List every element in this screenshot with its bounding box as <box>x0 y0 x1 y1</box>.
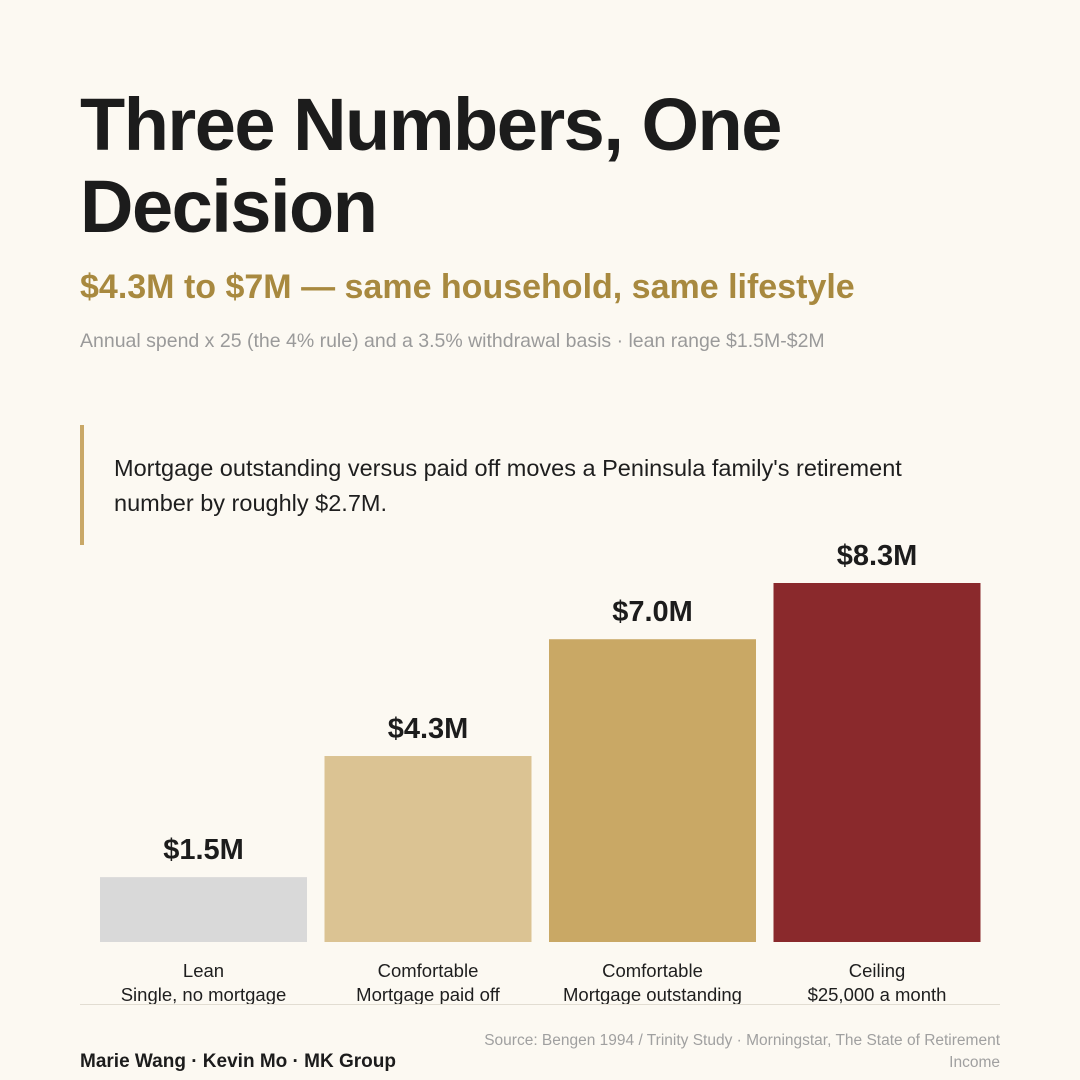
category-label-1-line-1: Lean <box>183 960 224 981</box>
chart-baseline <box>80 1004 1000 1005</box>
author-credit: Marie Wang · Kevin Mo · MK Group <box>80 1051 396 1072</box>
methodology-note: Annual spend x 25 (the 4% rule) and a 3.… <box>80 330 825 352</box>
category-label-1-line-2: Single, no mortgage <box>121 984 287 1005</box>
bar-3 <box>549 639 756 942</box>
bar-1 <box>100 877 307 942</box>
subtitle: $4.3M to $7M — same household, same life… <box>80 268 855 306</box>
category-label-4-line-2: $25,000 a month <box>808 984 947 1005</box>
bar-4 <box>773 583 981 942</box>
source-note: Source: Bengen 1994 / Trinity Study · Mo… <box>484 1032 1000 1071</box>
bar-value-label-1: $1.5M <box>163 834 244 866</box>
category-label-2-line-1: Comfortable <box>378 960 479 981</box>
category-label-4-line-1: Ceiling <box>849 960 906 981</box>
category-label-3-line-1: Comfortable <box>602 960 703 981</box>
callout-text: Mortgage outstanding versus paid off mov… <box>114 455 902 516</box>
bar-value-label-4: $8.3M <box>837 540 918 572</box>
category-label-2-line-2: Mortgage paid off <box>356 984 501 1005</box>
category-label-3-line-2: Mortgage outstanding <box>563 984 742 1005</box>
bar-value-label-2: $4.3M <box>388 713 469 745</box>
bar-value-label-3: $7.0M <box>612 596 693 628</box>
page-title: Three Numbers, One Decision <box>80 83 782 248</box>
bar-2 <box>324 756 532 942</box>
callout-quote: Mortgage outstanding versus paid off mov… <box>80 425 920 545</box>
bar-chart: $1.5M Lean Single, no mortgage $4.3M Comfort… <box>100 540 981 1005</box>
